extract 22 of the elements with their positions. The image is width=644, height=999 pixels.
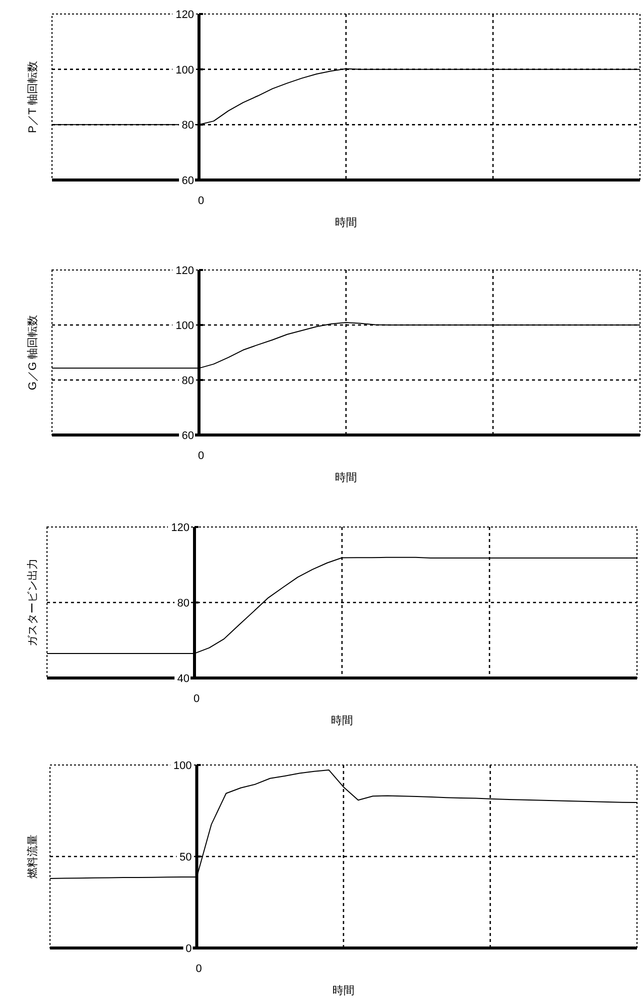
y-axis-title: ガスタービン出力: [26, 558, 39, 646]
y-tick-label: 120: [176, 265, 194, 277]
y-tick-label: 50: [180, 852, 192, 864]
y-tick-label: 100: [176, 320, 194, 332]
y-tick-label: 80: [182, 120, 194, 132]
y-tick-label: 60: [182, 175, 194, 187]
y-tick-label: 80: [182, 375, 194, 387]
x-axis-title: 時間: [335, 216, 357, 229]
y-tick-label: 100: [173, 760, 192, 772]
y-tick-label: 120: [176, 9, 194, 21]
y-axis-title: G／G 軸回転数: [26, 314, 39, 390]
y-axis-title: P／T 軸回転数: [26, 61, 39, 133]
y-tick-label: 80: [177, 598, 190, 610]
y-tick-label: 40: [177, 673, 190, 685]
y-tick-label: 60: [182, 430, 194, 442]
x-axis-title: 時間: [331, 714, 353, 727]
y-axis-title: 燃料流量: [26, 834, 39, 878]
x-axis-title: 時間: [335, 471, 357, 484]
y-tick-label: 0: [186, 943, 192, 955]
y-tick-label: 120: [171, 522, 190, 534]
x-axis-title: 時間: [332, 984, 354, 997]
y-tick-label: 100: [176, 64, 194, 76]
